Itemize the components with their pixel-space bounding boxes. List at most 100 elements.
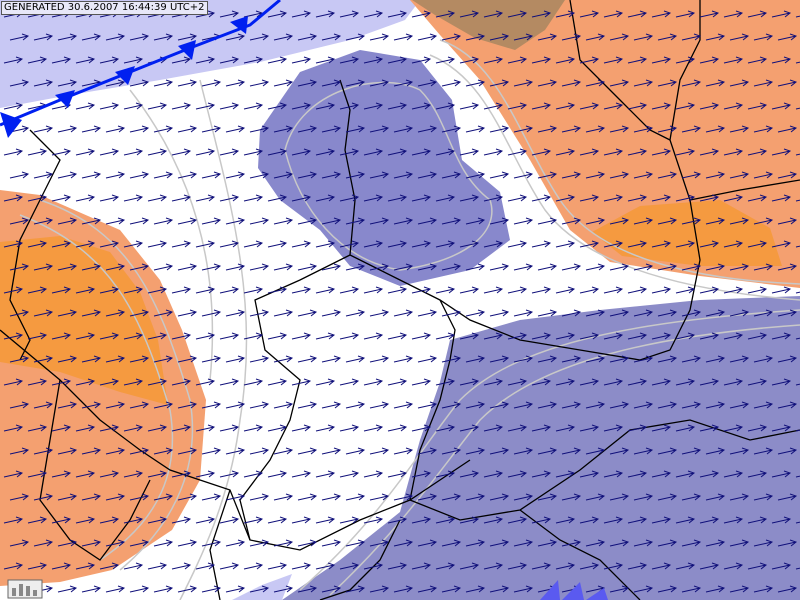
- wind-arrow: [147, 562, 168, 570]
- wind-arrow: [243, 562, 264, 570]
- wind-arrow: [147, 194, 168, 202]
- wind-arrow: [627, 424, 648, 432]
- wind-arrow: [393, 171, 414, 179]
- wind-arrow: [9, 217, 30, 225]
- wind-arrow: [651, 516, 672, 524]
- wind-arrow: [513, 539, 534, 547]
- wind-arrow: [513, 401, 534, 409]
- wind-arrow: [387, 56, 408, 64]
- wind-arrow: [171, 194, 192, 202]
- wind-arrow: [57, 355, 78, 363]
- wind-arrow: [75, 516, 96, 524]
- wind-arrow: [657, 171, 678, 179]
- wind-arrow: [195, 424, 216, 432]
- wind-arrow: [435, 56, 456, 64]
- wind-arrow: [531, 194, 552, 202]
- wind-arrow: [513, 585, 534, 593]
- wind-arrow: [171, 516, 192, 524]
- wind-arrow: [243, 148, 264, 156]
- wind-arrow: [651, 378, 672, 386]
- wind-arrow: [297, 33, 318, 41]
- wind-arrow: [219, 470, 240, 478]
- wind-arrow: [459, 148, 480, 156]
- wind-arrow: [195, 240, 216, 248]
- wind-arrow: [33, 217, 54, 225]
- wind-arrow: [201, 355, 222, 363]
- wind-arrow: [225, 309, 246, 317]
- wind-arrow: [561, 33, 582, 41]
- wind-arrow: [9, 493, 30, 501]
- wind-arrow: [675, 516, 696, 524]
- wind-arrow: [267, 424, 288, 432]
- wind-arrow: [411, 148, 432, 156]
- wind-arrow: [9, 401, 30, 409]
- wind-arrow: [243, 240, 264, 248]
- wind-arrow: [411, 286, 432, 294]
- wind-arrow: [633, 263, 654, 271]
- wind-arrow: [219, 378, 240, 386]
- wind-arrow: [699, 240, 720, 248]
- wind-arrow: [177, 401, 198, 409]
- wind-arrow: [411, 562, 432, 570]
- wind-arrow: [57, 125, 78, 133]
- wind-arrow: [219, 562, 240, 570]
- wind-arrow: [297, 79, 318, 87]
- wind-arrow: [177, 355, 198, 363]
- wind-arrow: [171, 56, 192, 64]
- wind-arrow: [129, 493, 150, 501]
- wind-arrow: [417, 309, 438, 317]
- wind-arrow: [99, 378, 120, 386]
- wind-arrow: [651, 332, 672, 340]
- wind-arrow: [195, 148, 216, 156]
- wind-arrow: [657, 309, 678, 317]
- wind-arrow: [705, 217, 726, 225]
- wind-arrow: [219, 424, 240, 432]
- wind-arrow: [657, 125, 678, 133]
- wind-arrow: [507, 148, 528, 156]
- wind-arrow: [537, 447, 558, 455]
- wind-arrow: [369, 217, 390, 225]
- wind-arrow: [465, 263, 486, 271]
- wind-arrow: [81, 401, 102, 409]
- dark-orange-region: [592, 200, 782, 266]
- wind-arrow: [483, 332, 504, 340]
- wind-arrow: [657, 355, 678, 363]
- wind-arrow: [105, 171, 126, 179]
- wind-arrow: [345, 171, 366, 179]
- wind-arrow: [483, 470, 504, 478]
- wind-arrow: [561, 263, 582, 271]
- wind-arrow: [105, 493, 126, 501]
- wind-arrow: [609, 125, 630, 133]
- wind-arrow: [699, 194, 720, 202]
- wind-arrow: [219, 10, 240, 18]
- wind-arrow: [75, 56, 96, 64]
- wind-arrow: [705, 539, 726, 547]
- wind-arrow: [201, 401, 222, 409]
- wind-arrow: [27, 240, 48, 248]
- wind-arrow: [585, 263, 606, 271]
- wind-arrow: [339, 424, 360, 432]
- wind-arrow: [771, 148, 792, 156]
- wind-arrow: [753, 263, 774, 271]
- wind-arrow: [753, 585, 774, 593]
- wind-arrow: [417, 539, 438, 547]
- wind-arrow: [633, 217, 654, 225]
- wind-arrow: [627, 56, 648, 64]
- wind-arrow: [315, 424, 336, 432]
- wind-arrow: [459, 286, 480, 294]
- wind-arrow: [171, 332, 192, 340]
- wind-arrow: [771, 470, 792, 478]
- wind-arrow: [681, 33, 702, 41]
- wind-arrow: [465, 79, 486, 87]
- wind-arrow: [729, 33, 750, 41]
- wind-arrow: [3, 424, 24, 432]
- wind-arrow: [753, 355, 774, 363]
- wind-arrow: [81, 263, 102, 271]
- wind-arrow: [3, 148, 24, 156]
- wind-arrow: [9, 309, 30, 317]
- wind-arrow: [291, 562, 312, 570]
- wind-arrow: [51, 424, 72, 432]
- wind-arrow: [435, 194, 456, 202]
- wind-arrow: [33, 355, 54, 363]
- wind-arrow: [369, 539, 390, 547]
